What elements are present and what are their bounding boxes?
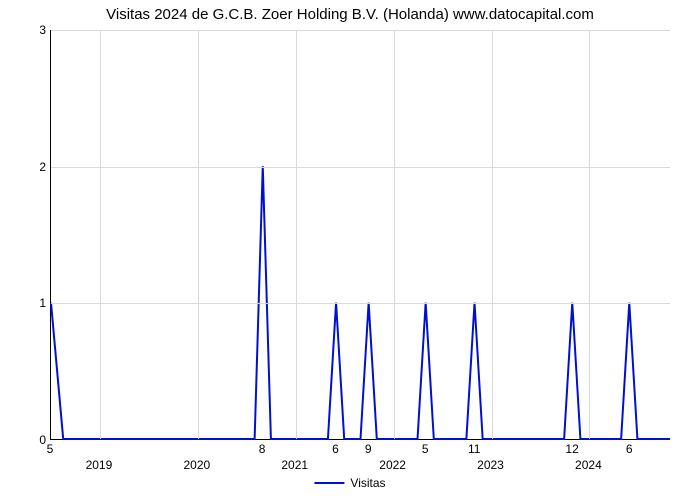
x-gridline	[492, 30, 493, 439]
x-year-label: 2021	[281, 458, 308, 472]
y-tick-label: 2	[0, 160, 46, 174]
x-gridline	[394, 30, 395, 439]
x-secondary-label: 11	[468, 442, 480, 456]
x-secondary-label: 5	[47, 442, 54, 456]
x-year-label: 2020	[183, 458, 210, 472]
y-gridline	[51, 167, 670, 168]
x-year-label: 2023	[477, 458, 504, 472]
x-gridline	[198, 30, 199, 439]
legend-label: Visitas	[350, 476, 385, 490]
x-gridline	[589, 30, 590, 439]
x-secondary-label: 8	[259, 442, 266, 456]
y-tick-label: 0	[0, 433, 46, 447]
legend: Visitas	[314, 476, 385, 490]
x-secondary-label: 9	[365, 442, 372, 456]
chart-container: Visitas 2024 de G.C.B. Zoer Holding B.V.…	[0, 0, 700, 500]
x-year-label: 2022	[379, 458, 406, 472]
x-secondary-label: 5	[422, 442, 429, 456]
y-gridline	[51, 30, 670, 31]
y-tick-label: 1	[0, 296, 46, 310]
y-tick-label: 3	[0, 23, 46, 37]
chart-title: Visitas 2024 de G.C.B. Zoer Holding B.V.…	[0, 6, 700, 23]
x-secondary-label: 6	[626, 442, 633, 456]
x-secondary-label: 12	[565, 442, 578, 456]
legend-swatch	[314, 482, 344, 484]
x-gridline	[100, 30, 101, 439]
line-series	[51, 30, 670, 439]
x-year-label: 2019	[86, 458, 113, 472]
x-gridline	[296, 30, 297, 439]
x-year-label: 2024	[575, 458, 602, 472]
plot-area	[50, 30, 670, 440]
y-gridline	[51, 303, 670, 304]
x-secondary-label: 6	[332, 442, 339, 456]
